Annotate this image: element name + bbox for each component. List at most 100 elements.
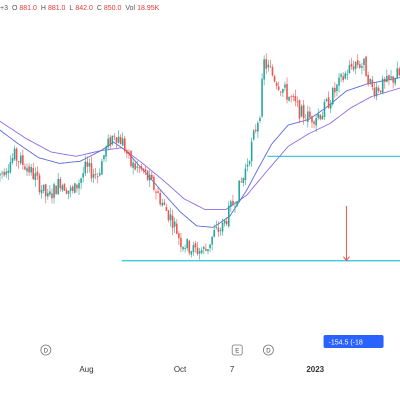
candle-body: [315, 118, 317, 126]
candle-body: [309, 111, 311, 118]
candle-body: [55, 185, 57, 195]
candle-body: [365, 56, 367, 77]
candle-body: [383, 78, 386, 82]
candle-body: [71, 186, 74, 192]
candle-body: [32, 167, 35, 180]
candle-body: [178, 233, 180, 239]
candle-body: [223, 220, 226, 224]
candle-body: [136, 166, 139, 168]
candle-body: [22, 155, 24, 165]
earnings-marker-1[interactable]: E: [231, 344, 243, 356]
candle-body: [144, 169, 147, 172]
candle-body: [381, 78, 384, 93]
candle-body: [165, 207, 168, 211]
candle-body: [24, 166, 26, 170]
candle-body: [265, 59, 268, 69]
candle-body: [361, 66, 363, 68]
candle-body: [346, 74, 349, 76]
candle-body: [334, 87, 336, 93]
candle-body: [11, 157, 14, 163]
candle-body: [105, 146, 107, 157]
candle-body: [271, 67, 274, 76]
candle-body: [140, 166, 143, 170]
candle-body: [240, 181, 243, 183]
candle-body: [7, 170, 10, 173]
candle-body: [13, 148, 16, 160]
ohlc-legend: +3 O 881.0 H 881.0 L 842.0 C 850.0 Vol 18.95K: [0, 5, 161, 19]
dividend-marker-2[interactable]: D: [262, 344, 274, 356]
candle-body: [261, 78, 263, 117]
candle-body: [331, 87, 334, 105]
candle-body: [180, 237, 182, 248]
candle-body: [390, 76, 392, 79]
candle-body: [153, 176, 155, 190]
candle-body: [130, 150, 132, 167]
candle-body: [350, 63, 353, 67]
candle-body: [273, 76, 276, 82]
candle-body: [290, 96, 292, 98]
candle-body: [190, 251, 193, 255]
x-tick-label: 2023: [306, 365, 324, 374]
candle-body: [88, 163, 91, 167]
candle-body: [246, 164, 249, 167]
candle-body: [163, 202, 166, 205]
candle-body: [148, 174, 151, 181]
candle-body: [282, 88, 284, 93]
candle-body: [292, 96, 295, 97]
candle-body: [344, 73, 347, 79]
close-value: 850.0: [103, 5, 122, 12]
measure-label-bg: [323, 335, 384, 348]
candle-body: [173, 221, 176, 227]
close-label: C: [96, 5, 102, 12]
candle-body: [151, 174, 153, 179]
candle-body: [250, 141, 253, 162]
candle-body: [377, 88, 380, 91]
dividend-marker-0[interactable]: D: [40, 344, 52, 356]
candle-body: [132, 162, 134, 168]
candle-body: [5, 171, 8, 175]
candle-body: [386, 75, 388, 82]
candle-body: [92, 174, 95, 178]
candle-body: [221, 222, 224, 232]
candle-body: [277, 86, 280, 90]
candle-body: [74, 183, 76, 193]
candle-body: [369, 78, 372, 83]
candle-body: [42, 184, 45, 191]
candle-body: [394, 78, 396, 84]
candle-body: [275, 83, 278, 86]
candle-body: [36, 171, 39, 176]
x-tick-label: Oct: [174, 365, 187, 374]
candle-body: [51, 193, 53, 199]
candle-body: [354, 61, 357, 69]
candle-body: [321, 115, 324, 120]
candle-body: [65, 190, 68, 194]
candle-body: [94, 174, 97, 175]
candle-body: [257, 122, 259, 132]
candle-body: [119, 137, 122, 145]
candle-body: [69, 187, 72, 191]
candle-body: [40, 189, 43, 194]
candle-body: [59, 178, 62, 189]
candle-body: [28, 166, 30, 173]
low-value: 842.0: [75, 5, 93, 12]
candle-body: [207, 249, 209, 252]
candle-body: [57, 178, 60, 195]
candle-body: [367, 75, 369, 85]
candle-body: [15, 148, 18, 161]
candle-body: [398, 68, 400, 76]
candle-body: [242, 178, 245, 183]
candle-body: [238, 180, 240, 203]
candle-body: [30, 166, 32, 173]
candle-body: [123, 138, 126, 152]
candle-body: [0, 173, 1, 176]
candle-body: [134, 163, 136, 170]
candle-body: [336, 84, 338, 92]
volume-value: 18.95K: [137, 5, 160, 12]
candle-body: [396, 68, 399, 79]
open-label: O: [11, 5, 18, 12]
candle-body: [86, 161, 89, 167]
candle-body: [313, 121, 315, 124]
candle-body: [294, 96, 297, 102]
